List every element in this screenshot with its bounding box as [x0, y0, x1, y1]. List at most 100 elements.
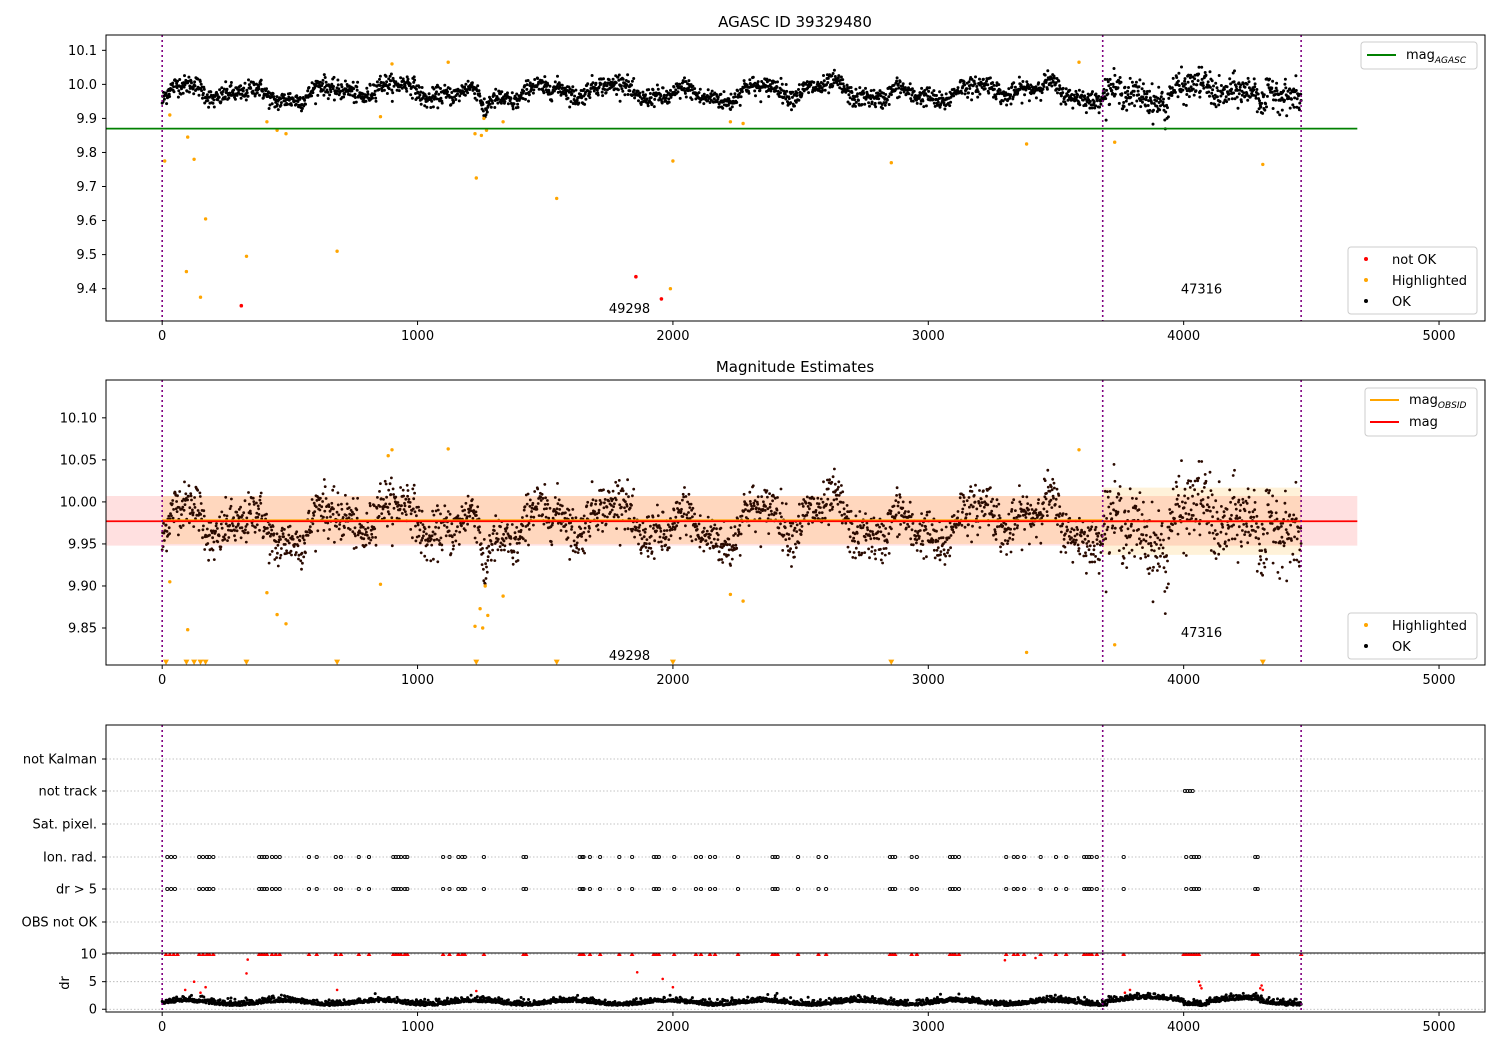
ok-point: [248, 503, 251, 506]
ok-point: [605, 523, 608, 526]
ok-point: [1296, 97, 1299, 100]
ok-point: [1159, 539, 1162, 542]
ok-point: [884, 93, 887, 96]
ok-point: [653, 539, 656, 542]
ok-point: [1054, 503, 1057, 506]
ok-point: [213, 106, 216, 109]
ok-point: [790, 565, 793, 568]
ok-point: [932, 89, 935, 92]
ok-point: [1193, 94, 1196, 97]
ok-point: [295, 103, 298, 106]
ok-point: [978, 502, 981, 505]
ok-point: [1002, 543, 1005, 546]
ok-point: [272, 92, 275, 95]
ok-point: [979, 504, 982, 507]
ok-point: [604, 81, 607, 84]
ok-point: [744, 508, 747, 511]
ok-point: [321, 500, 324, 503]
ok-point: [356, 89, 359, 92]
ok-point: [922, 105, 925, 108]
ok-point: [992, 84, 995, 87]
ok-point: [440, 544, 443, 547]
ok-point: [1195, 89, 1198, 92]
legend-marker: [1364, 299, 1368, 303]
highlighted-point: [185, 270, 188, 273]
ok-point: [496, 532, 499, 535]
ok-point: [558, 498, 561, 501]
ok-point: [380, 512, 383, 515]
ok-point: [385, 496, 388, 499]
ok-point: [324, 76, 327, 79]
ok-point: [1247, 77, 1250, 80]
ok-point: [271, 102, 274, 105]
ok-point: [361, 532, 364, 535]
ok-point: [378, 88, 381, 91]
highlighted-point: [1113, 141, 1116, 144]
ok-point: [877, 538, 880, 541]
ok-point: [171, 82, 174, 85]
ok-point: [601, 530, 604, 533]
ok-point: [588, 527, 591, 530]
ok-point: [680, 508, 683, 511]
ok-point: [303, 99, 306, 102]
ok-point: [387, 489, 390, 492]
ok-point: [464, 94, 467, 97]
ok-point: [430, 100, 433, 103]
ok-point: [886, 99, 889, 102]
ok-point: [812, 497, 815, 500]
ok-point: [869, 537, 872, 540]
ok-point: [1207, 91, 1210, 94]
ok-point: [687, 79, 690, 82]
ok-point: [376, 80, 379, 83]
ok-point: [999, 89, 1002, 92]
ok-point: [1117, 86, 1120, 89]
ok-point: [684, 524, 687, 527]
ok-point: [565, 94, 568, 97]
ok-point: [1096, 99, 1099, 102]
ok-point: [888, 552, 891, 555]
ok-point: [512, 563, 515, 566]
ok-point: [282, 535, 285, 538]
ok-point: [894, 499, 897, 502]
ok-point: [184, 503, 187, 506]
ok-point: [418, 509, 421, 512]
ok-point: [713, 538, 716, 541]
ok-point: [1202, 84, 1205, 87]
ok-point: [706, 530, 709, 533]
ok-point: [1042, 85, 1045, 88]
ok-point: [389, 482, 392, 485]
ok-point: [471, 504, 474, 507]
ok-point: [647, 88, 650, 91]
ok-point: [869, 534, 872, 537]
ok-point: [653, 557, 656, 560]
ok-point: [482, 579, 485, 582]
ok-point: [1098, 572, 1101, 575]
ok-point: [876, 524, 879, 527]
ok-point: [467, 80, 470, 83]
ok-point: [332, 508, 335, 511]
ok-point: [618, 479, 621, 482]
ok-point: [326, 516, 329, 519]
ok-point: [806, 511, 809, 514]
ok-point: [851, 556, 854, 559]
ok-point: [695, 525, 698, 528]
ok-point: [795, 546, 798, 549]
ok-point: [1113, 531, 1116, 534]
ok-point: [1235, 85, 1238, 88]
ok-point: [841, 490, 844, 493]
ok-point: [602, 77, 605, 80]
ok-point: [389, 79, 392, 82]
ok-point: [1259, 106, 1262, 109]
ok-point: [838, 494, 841, 497]
ok-point: [230, 84, 233, 87]
ok-point: [1148, 572, 1151, 575]
ok-point: [918, 535, 921, 538]
ok-point: [768, 492, 771, 495]
ok-point: [1135, 497, 1138, 500]
ok-point: [824, 517, 827, 520]
ok-point: [748, 78, 751, 81]
ok-point: [493, 529, 496, 532]
ok-point: [720, 527, 723, 530]
ok-point: [647, 515, 650, 518]
ok-point: [1131, 549, 1134, 552]
